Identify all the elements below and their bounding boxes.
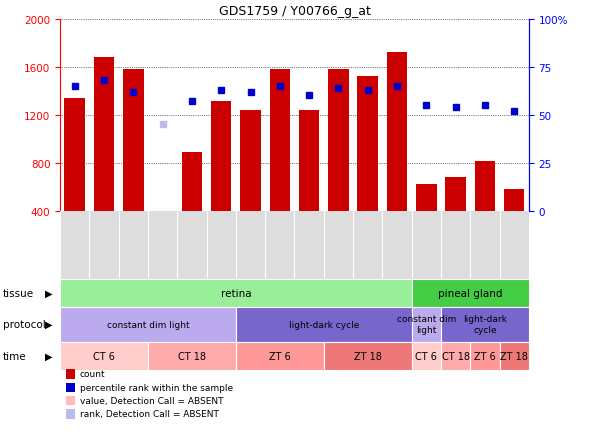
Bar	[211, 102, 231, 211]
Bar	[182, 152, 202, 211]
Text: retina: retina	[221, 288, 251, 298]
Bar	[324, 342, 412, 370]
Bar	[328, 70, 349, 211]
Text: constant dim
light: constant dim light	[397, 315, 456, 334]
Bar	[123, 70, 144, 211]
Text: time: time	[3, 351, 26, 361]
Text: pineal gland: pineal gland	[438, 288, 502, 298]
Text: ZT 18: ZT 18	[354, 351, 382, 361]
Text: light-dark cycle: light-dark cycle	[288, 320, 359, 329]
Text: ▶: ▶	[46, 319, 53, 329]
Bar	[236, 307, 412, 342]
Bar	[148, 342, 236, 370]
Bar	[445, 178, 466, 211]
Bar	[60, 342, 148, 370]
Bar	[299, 111, 319, 211]
Bar	[270, 70, 290, 211]
Text: light-dark
cycle: light-dark cycle	[463, 315, 507, 334]
Bar	[412, 307, 441, 342]
Text: rank, Detection Call = ABSENT: rank, Detection Call = ABSENT	[80, 410, 219, 418]
Text: CT 18: CT 18	[442, 351, 469, 361]
Text: CT 6: CT 6	[93, 351, 115, 361]
Bar	[387, 53, 407, 211]
Text: count: count	[80, 370, 106, 378]
Bar	[441, 342, 470, 370]
Title: GDS1759 / Y00766_g_at: GDS1759 / Y00766_g_at	[219, 5, 370, 18]
Bar	[60, 307, 236, 342]
Bar	[236, 342, 324, 370]
Text: constant dim light: constant dim light	[107, 320, 189, 329]
Text: percentile rank within the sample: percentile rank within the sample	[80, 383, 233, 392]
Text: ZT 6: ZT 6	[474, 351, 496, 361]
Bar	[358, 77, 378, 211]
Bar	[412, 279, 529, 307]
Bar	[475, 162, 495, 211]
Text: tissue: tissue	[3, 288, 34, 298]
Bar	[240, 111, 261, 211]
Text: CT 18: CT 18	[178, 351, 206, 361]
Text: ZT 18: ZT 18	[500, 351, 528, 361]
Text: CT 6: CT 6	[415, 351, 438, 361]
Bar	[504, 190, 525, 211]
Bar	[153, 211, 173, 215]
Bar	[412, 342, 441, 370]
Bar	[441, 307, 529, 342]
Bar	[64, 99, 85, 211]
Bar	[416, 185, 436, 211]
Bar	[94, 58, 114, 211]
Text: ZT 6: ZT 6	[269, 351, 291, 361]
Bar	[470, 342, 499, 370]
Text: ▶: ▶	[46, 351, 53, 361]
Text: value, Detection Call = ABSENT: value, Detection Call = ABSENT	[80, 396, 224, 405]
Bar	[60, 279, 412, 307]
Text: ▶: ▶	[46, 288, 53, 298]
Bar	[499, 342, 529, 370]
Text: protocol: protocol	[3, 319, 46, 329]
